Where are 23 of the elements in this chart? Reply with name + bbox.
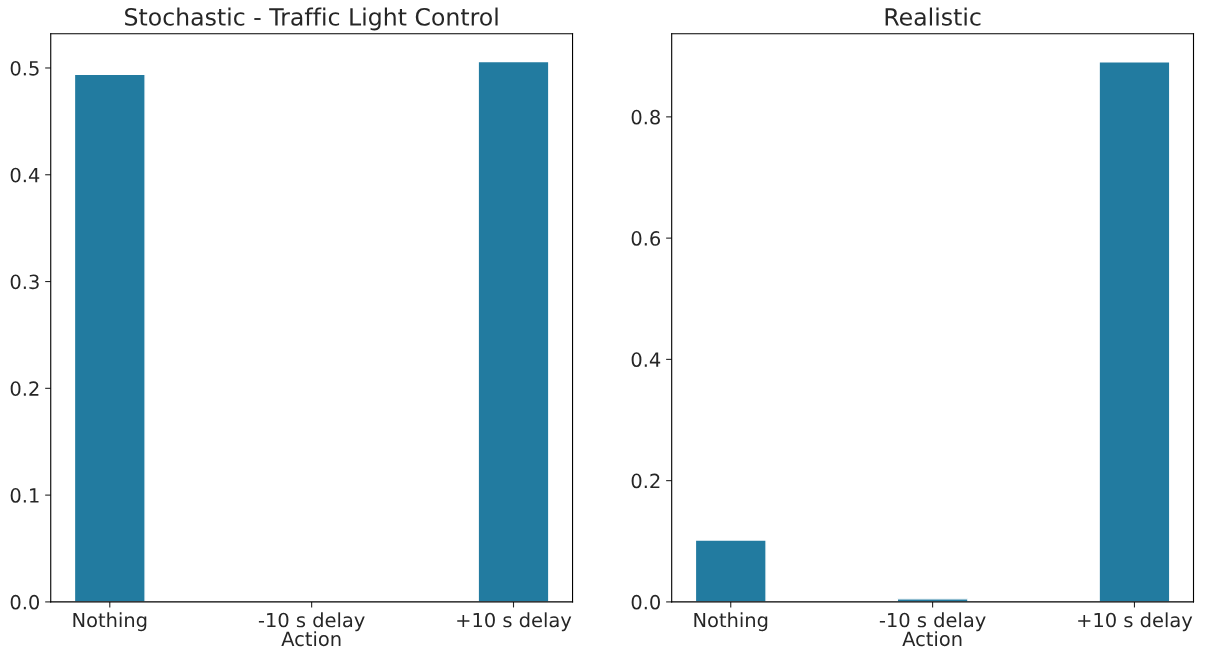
chart-title: Stochastic - Traffic Light Control — [125, 7, 498, 31]
y-tick-label: 0.4 — [631, 352, 661, 368]
x-axis-title: Action — [281, 631, 341, 647]
chart-title: Realistic — [885, 7, 981, 26]
y-tick-label: 0.8 — [631, 109, 660, 125]
x-tick-label: Nothing — [694, 612, 768, 632]
y-tick-label: 0.3 — [10, 274, 39, 290]
bar — [1098, 60, 1171, 602]
y-tick-label: 0.5 — [10, 60, 39, 76]
x-tick-label: Nothing — [73, 612, 147, 632]
y-tick-label: 0.2 — [631, 473, 660, 489]
bar — [694, 539, 767, 602]
x-tick-label: -10 s delay — [879, 612, 986, 632]
y-tick-label: 0.0 — [631, 594, 660, 610]
y-tick-label: 0.2 — [10, 381, 39, 396]
y-tick-label: 0.6 — [631, 231, 661, 246]
y-tick-label: 0.1 — [10, 488, 39, 503]
x-tick-label: +10 s delay — [457, 612, 572, 632]
x-tick-label: +10 s delay — [1078, 612, 1193, 632]
y-tick-label: 0.4 — [10, 167, 40, 183]
x-axis-title: Action — [902, 631, 962, 647]
x-tick-label: -10 s delay — [258, 612, 365, 632]
y-tick-label: 0.0 — [10, 594, 40, 610]
